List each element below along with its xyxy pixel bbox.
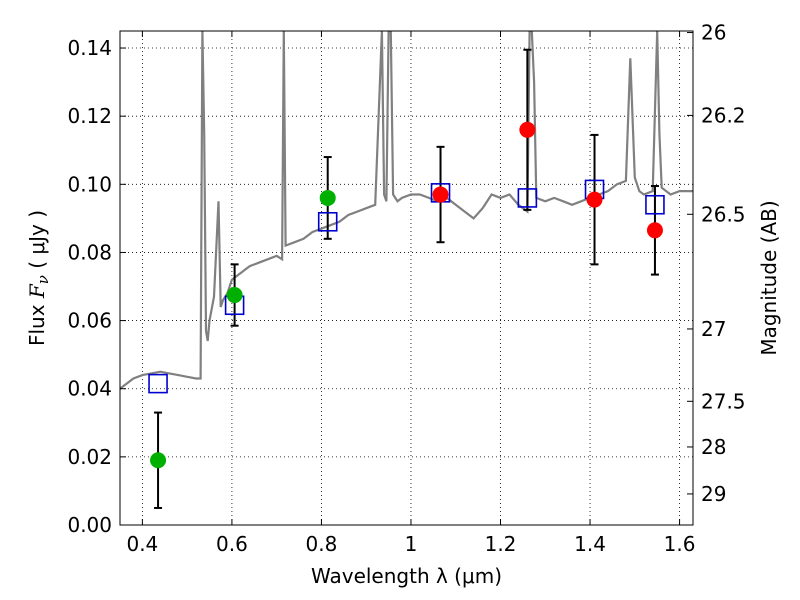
x-tick-label: 1.2 (485, 532, 517, 556)
y2-tick-label: 26.5 (701, 202, 746, 226)
y2-tick-label: 29 (701, 482, 726, 506)
x-tick-label: 1.6 (664, 532, 696, 556)
y-axis-label: Flux Fν ( μJy ) (25, 210, 52, 346)
error-bars (154, 48, 659, 509)
y2-tick-label: 28 (701, 435, 726, 459)
y-tick-label: 0.06 (67, 309, 112, 333)
red-data-point (586, 191, 603, 208)
y-axis-label-suffix: ( μJy ) (25, 210, 49, 275)
x-tick-label: 0.8 (306, 532, 338, 556)
y2-tick-label: 26 (701, 21, 726, 45)
red-data-point (432, 186, 449, 203)
y-axis-label-subscript: ν (34, 275, 52, 284)
green-data-point (226, 287, 243, 304)
model-square-marker (645, 194, 665, 215)
y-tick-label: 0.14 (67, 36, 112, 60)
axis-ticks: 0.4 0.6 0.8 1 1.2 1.4 1.6 0.00 0.02 0.04 0.06 0.08 0… (67, 21, 745, 556)
green-data-point (319, 189, 336, 206)
y2-tick-label: 26.2 (701, 103, 746, 127)
x-tick-label: 1.4 (574, 532, 606, 556)
model-square-marker (317, 211, 338, 232)
model-spectrum (120, 31, 693, 390)
y-tick-label: 0.10 (67, 172, 112, 196)
red-data-point (646, 222, 663, 239)
red-data-point (519, 121, 536, 138)
y2-tick-label: 27 (701, 317, 726, 341)
plot-frame (119, 30, 694, 526)
y-tick-label: 0.04 (67, 377, 112, 401)
model-square-marker (517, 188, 538, 208)
y-tick-label: 0.12 (67, 104, 112, 128)
x-tick-label: 0.6 (216, 532, 248, 556)
model-square-marker (148, 373, 168, 394)
x-axis-label: Wavelength λ (μm) (311, 564, 502, 588)
y2-tick-label: 27.5 (701, 389, 746, 413)
data-markers (148, 121, 665, 469)
y-tick-label: 0.08 (67, 240, 112, 264)
y-tick-label: 0.02 (67, 445, 112, 469)
x-tick-label: 0.4 (126, 532, 158, 556)
green-data-point (150, 452, 167, 469)
y-axis-label-symbol: F (25, 283, 49, 299)
x-tick-label: 1 (405, 532, 418, 556)
spectrum-line (120, 31, 693, 390)
y-tick-label: 0.00 (67, 513, 112, 537)
y-axis-label-prefix: Flux (25, 298, 49, 346)
y2-axis-label: Magnitude (AB) (757, 200, 781, 355)
